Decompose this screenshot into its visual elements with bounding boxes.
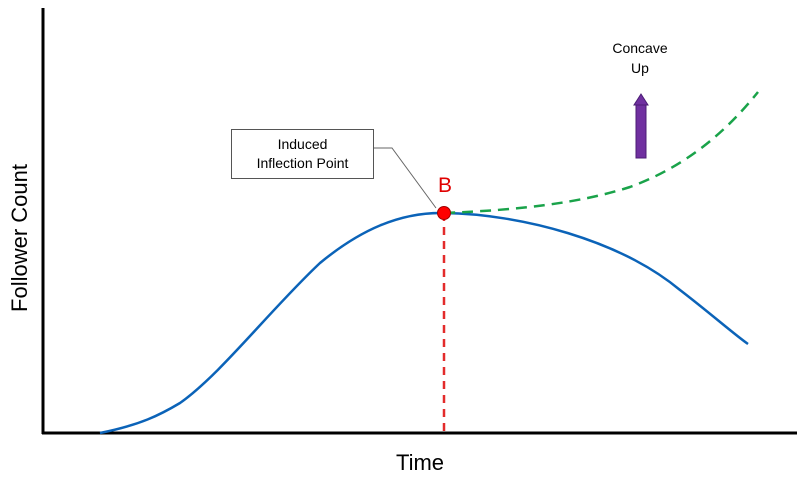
concave-label-line-2: Up bbox=[631, 60, 649, 76]
callout-line-1: Induced bbox=[277, 136, 328, 152]
concave-up-arrow-shaft bbox=[635, 103, 647, 159]
point-b-label: B bbox=[437, 174, 452, 197]
callout-line-2: Inflection Point bbox=[256, 155, 349, 171]
inflection-callout: Induced Inflection Point bbox=[231, 129, 374, 179]
concave-up-curve bbox=[443, 91, 759, 215]
inflection-point-marker bbox=[437, 206, 451, 220]
concave-label-line-1: Concave bbox=[612, 40, 668, 56]
follower-curve bbox=[99, 211, 749, 435]
callout-leader-line bbox=[374, 147, 437, 209]
concave-up-label: Concave Up bbox=[595, 38, 685, 78]
x-axis-label: Time bbox=[395, 450, 445, 475]
y-axis-label: Follower Count bbox=[7, 164, 32, 312]
concave-up-arrow-head bbox=[633, 93, 649, 106]
